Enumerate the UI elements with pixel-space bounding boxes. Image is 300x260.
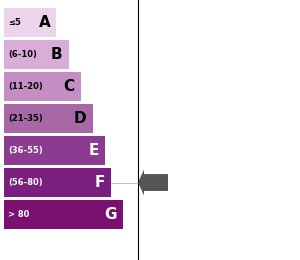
Text: A: A <box>39 15 50 30</box>
Text: B: B <box>51 47 62 62</box>
Text: (36-55): (36-55) <box>8 146 43 155</box>
FancyBboxPatch shape <box>4 8 56 37</box>
Text: (6-10): (6-10) <box>8 50 37 59</box>
Text: E: E <box>88 143 98 158</box>
Polygon shape <box>138 170 168 196</box>
Text: (56-80): (56-80) <box>8 178 43 187</box>
Text: > 80: > 80 <box>8 210 29 219</box>
FancyBboxPatch shape <box>4 168 110 197</box>
FancyBboxPatch shape <box>4 40 68 69</box>
Text: (21-35): (21-35) <box>8 114 43 123</box>
Text: F: F <box>94 175 104 190</box>
Text: (11-20): (11-20) <box>8 82 43 91</box>
FancyBboxPatch shape <box>4 72 80 101</box>
FancyBboxPatch shape <box>4 136 104 165</box>
Text: D: D <box>74 111 86 126</box>
FancyBboxPatch shape <box>4 104 92 133</box>
Text: C: C <box>63 79 74 94</box>
Text: G: G <box>104 207 116 222</box>
Text: ≤5: ≤5 <box>8 18 21 27</box>
FancyBboxPatch shape <box>4 200 122 229</box>
